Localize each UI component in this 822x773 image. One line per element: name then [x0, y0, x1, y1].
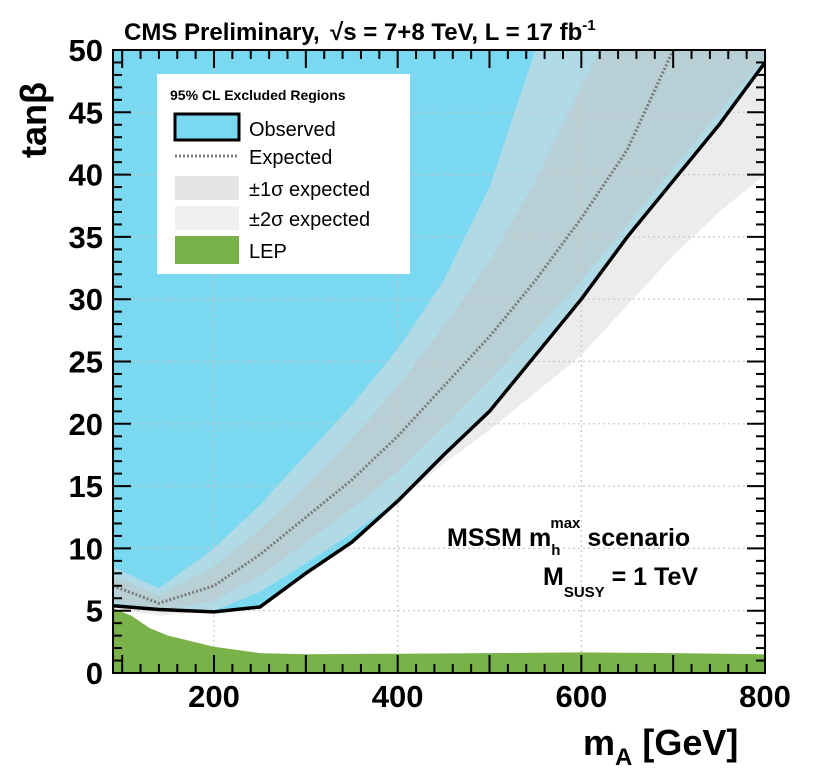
y-tick-label: 25: [69, 345, 103, 380]
legend-title: 95% CL Excluded Regions: [170, 87, 346, 103]
x-tick-label: 600: [555, 679, 607, 714]
legend-swatch-observed: [173, 112, 241, 142]
sqrt-icon: √: [330, 19, 344, 46]
x-axis-title-unit: [GeV]: [642, 722, 738, 763]
y-tick-label: 20: [69, 407, 103, 442]
msusy-post: = 1 TeV: [605, 563, 699, 591]
y-tick-labels: 0 5 10 15 20 25 30 35 40 45 50: [69, 33, 103, 691]
msusy-pre: M: [543, 563, 564, 591]
y-tick-label: 45: [69, 95, 103, 130]
observed-line: [113, 61, 765, 614]
y-tick-label: 35: [69, 220, 103, 255]
chart-title-energy: s = 7+8 TeV, L = 17 fb: [343, 19, 582, 46]
scenario-post: scenario: [580, 524, 690, 552]
grid-lines: [113, 50, 765, 673]
axis-ticks: [113, 49, 766, 674]
two-sigma-band: [113, 50, 765, 616]
y-tick-label: 10: [69, 531, 103, 566]
y-tick-label: 30: [69, 282, 103, 317]
chart-title-lumi-exp: -1: [582, 17, 595, 34]
one-sigma-band: [113, 50, 765, 611]
legend-label-band1: ±1σ expected: [249, 179, 370, 201]
y-axis-title: tanβ: [13, 82, 54, 158]
x-tick-label: 400: [372, 679, 424, 714]
x-tick-label: 200: [188, 679, 240, 714]
y-tick-label: 0: [86, 656, 103, 691]
y-tick-label: 15: [69, 469, 103, 504]
y-tick-label: 50: [69, 33, 103, 68]
chart-title: CMS Preliminary, √s = 7+8 TeV, L = 17 fb…: [124, 17, 596, 46]
x-axis-title-sub: A: [615, 744, 632, 771]
legend-label-observed: Observed: [249, 119, 336, 141]
legend-swatch-band2: [175, 206, 239, 230]
scenario-pre: MSSM m: [447, 524, 551, 552]
legend-label-lep: LEP: [249, 241, 287, 263]
scenario-sup: max: [550, 515, 581, 532]
legend-label-band2: ±2σ expected: [249, 209, 370, 231]
legend-swatch-band1: [175, 176, 239, 200]
legend-swatch-lep: [175, 236, 239, 264]
legend-label-expected: Expected: [249, 147, 332, 169]
x-axis-title-main: m: [583, 722, 615, 763]
scenario-annotation: MSSM mh max scenario: [447, 515, 690, 559]
legend: 95% CL Excluded Regions Observed Expecte…: [157, 74, 410, 274]
x-axis-title: mA [GeV]: [583, 722, 738, 771]
msusy-sub: SUSY: [564, 584, 605, 601]
msusy-annotation: MSUSY = 1 TeV: [543, 563, 698, 601]
y-tick-label: 40: [69, 158, 103, 193]
chart-title-experiment: CMS Preliminary,: [124, 19, 320, 46]
expected-line: [113, 50, 675, 605]
y-tick-label: 5: [86, 594, 103, 629]
scenario-sub: h: [551, 542, 560, 559]
x-tick-labels: 200 400 600 800: [188, 679, 791, 714]
lep-excluded-region: [113, 608, 765, 673]
x-tick-label: 800: [739, 679, 791, 714]
